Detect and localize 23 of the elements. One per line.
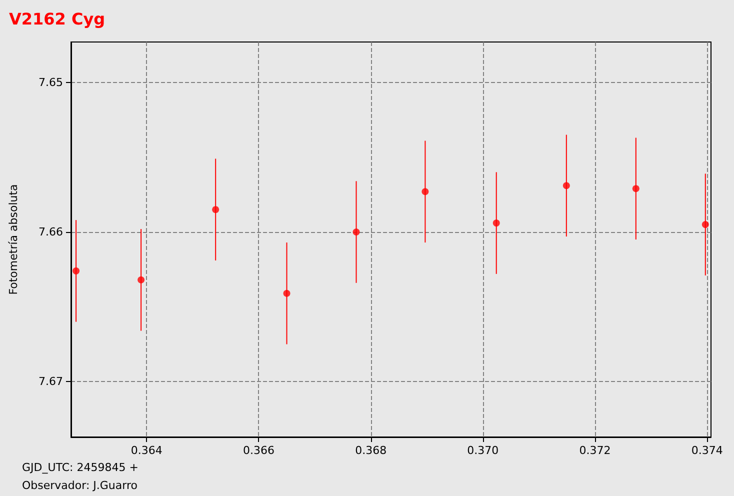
x-tick-label: 0.368 [355,444,387,457]
point [352,228,360,236]
point [422,188,429,196]
y-tick-label: 7.66 [38,226,63,239]
point [138,276,145,284]
x-tick-label: 0.366 [242,444,274,457]
x-tick-label: 0.372 [579,444,611,457]
point [72,267,80,274]
y-axis-title: Fotometría absoluta [7,184,20,295]
chart-title: V2162 Cyg [9,10,106,28]
point [632,185,640,192]
point [212,206,220,214]
point [283,290,290,297]
x-tick-label: 0.364 [130,444,162,457]
point [702,221,709,228]
x-tick-label: 0.370 [467,444,499,457]
point [562,182,570,190]
text: Observador: J.Guarro [22,479,138,492]
y-tick-label: 7.65 [38,76,63,89]
x-tick-label: 0.374 [691,444,723,457]
text: GJD_UTC: 2459845 + [22,461,138,474]
y-tick-label: 7.67 [38,375,63,388]
point [492,220,500,227]
